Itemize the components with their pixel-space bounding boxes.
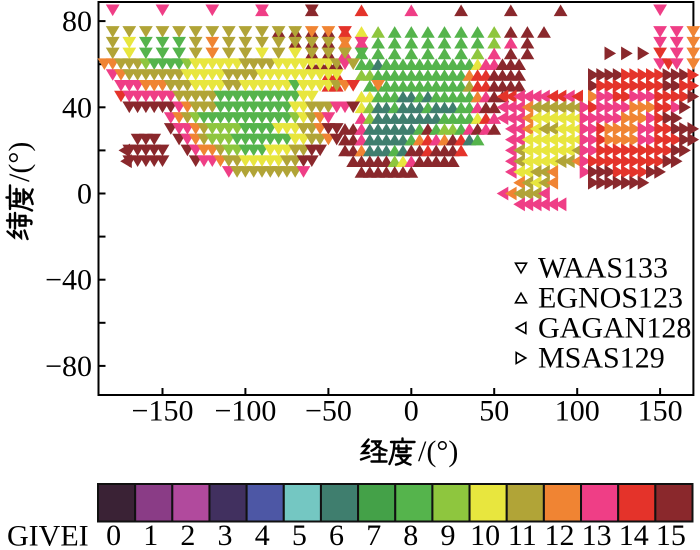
svg-text:80: 80	[62, 5, 92, 38]
svg-text:15: 15	[656, 519, 686, 550]
svg-text:11: 11	[508, 519, 537, 550]
svg-text:100: 100	[555, 395, 600, 428]
svg-text:GAGAN128: GAGAN128	[538, 312, 691, 345]
svg-text:3: 3	[218, 519, 233, 550]
svg-text:0: 0	[404, 395, 419, 428]
svg-text:6: 6	[329, 519, 344, 550]
svg-text:−40: −40	[45, 264, 92, 297]
svg-text:−50: −50	[305, 395, 352, 428]
svg-text:GIVEI: GIVEI	[7, 520, 89, 550]
svg-text:−80: −80	[45, 350, 92, 383]
svg-text:0: 0	[106, 519, 121, 550]
svg-text:14: 14	[619, 519, 649, 550]
svg-text:9: 9	[441, 519, 456, 550]
svg-text:150: 150	[638, 395, 683, 428]
svg-text:−150: −150	[132, 395, 194, 428]
svg-text:2: 2	[180, 519, 195, 550]
svg-text:50: 50	[479, 395, 509, 428]
svg-text:0: 0	[77, 178, 92, 211]
svg-text:10: 10	[470, 519, 500, 550]
svg-text:MSAS129: MSAS129	[538, 342, 665, 375]
svg-text:13: 13	[582, 519, 612, 550]
svg-text:8: 8	[403, 519, 418, 550]
svg-text:5: 5	[292, 519, 307, 550]
svg-text:1: 1	[143, 519, 158, 550]
svg-text:−100: −100	[214, 395, 276, 428]
svg-text:12: 12	[545, 519, 575, 550]
svg-text:/(°): /(°)	[3, 142, 36, 182]
svg-text:/(°): /(°)	[418, 435, 458, 468]
svg-text:WAAS133: WAAS133	[538, 252, 668, 285]
svg-text:4: 4	[255, 519, 270, 550]
svg-text:40: 40	[62, 91, 92, 124]
svg-text:EGNOS123: EGNOS123	[538, 282, 683, 315]
svg-text:7: 7	[366, 519, 381, 550]
